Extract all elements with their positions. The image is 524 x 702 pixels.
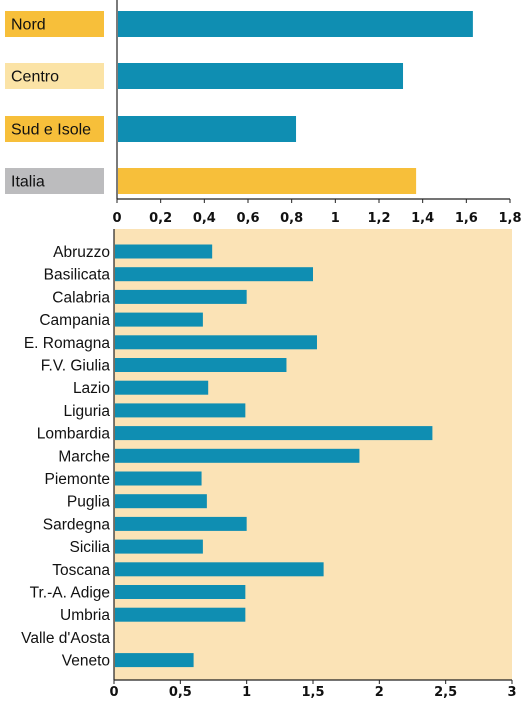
region-label: F.V. Giulia (41, 358, 111, 375)
x-tick-label: 2,5 (434, 685, 457, 700)
x-tick-label: 0,4 (193, 211, 216, 226)
region-label: Marche (58, 448, 110, 465)
bar (115, 426, 433, 441)
region-label: Lombardia (37, 426, 111, 443)
x-tick-label: 0 (112, 211, 121, 226)
region-label: Lazio (73, 380, 110, 397)
x-tick-label: 0,5 (169, 685, 192, 700)
region-label: Sicilia (70, 539, 111, 556)
bar (115, 380, 209, 395)
region-label: Tr.-A. Adige (30, 585, 110, 602)
x-tick-label: 1,5 (301, 685, 324, 700)
x-tick-label: 1,6 (455, 211, 478, 226)
region-label: Piemonte (45, 471, 110, 488)
x-tick-label: 1,4 (411, 211, 434, 226)
x-tick-label: 3 (507, 685, 516, 700)
x-tick-label: 0,2 (149, 211, 172, 226)
region-label: Campania (39, 312, 110, 329)
bar (115, 585, 246, 599)
region-label: Veneto (62, 653, 110, 670)
x-tick-label: 2 (375, 685, 384, 700)
area-label-box (5, 11, 104, 37)
bar (115, 539, 203, 554)
bar (115, 358, 287, 372)
bar (115, 335, 317, 350)
bar (115, 562, 324, 577)
macro-area-chart: Nord Centro Sud e Isole Italia 0 0,2 0,4 0,6 0,8… (5, 0, 522, 226)
area-label-box (5, 116, 104, 142)
bar (118, 11, 473, 37)
region-label: Valle d'Aosta (21, 630, 110, 647)
bar (115, 244, 213, 259)
region-label: Toscana (52, 562, 110, 579)
area-label-box (5, 63, 104, 89)
area-label: Centro (11, 69, 59, 86)
x-tick-label: 1 (331, 211, 340, 226)
bar (115, 312, 203, 327)
bar (118, 63, 404, 89)
region-label: Calabria (52, 289, 110, 306)
bar (115, 471, 202, 486)
x-tick-label: 0 (109, 685, 118, 700)
bar (115, 653, 194, 668)
area-label: Sud e Isole (11, 122, 91, 139)
bar (118, 116, 297, 142)
bar (115, 403, 246, 418)
area-label: Italia (11, 174, 45, 191)
bar (118, 168, 417, 194)
bar (115, 267, 313, 282)
region-label: Umbria (60, 607, 110, 624)
bar (115, 494, 207, 509)
region-chart: Abruzzo Basilicata Calabria Campania E. Roma… (21, 229, 517, 700)
bar (115, 448, 360, 463)
region-label: Sardegna (43, 516, 111, 533)
x-tick-label: 0,6 (236, 211, 259, 226)
x-tick-label: 0,8 (280, 211, 303, 226)
bar (115, 289, 247, 304)
region-label: Liguria (63, 403, 110, 420)
x-tick-label: 1 (242, 685, 251, 700)
bar (115, 516, 247, 531)
region-label: Puglia (67, 494, 110, 511)
region-label: E. Romagna (24, 335, 111, 352)
area-label: Nord (11, 17, 46, 34)
region-label: Basilicata (44, 267, 111, 284)
region-label: Abruzzo (53, 244, 110, 261)
bar (115, 607, 246, 622)
x-tick-label: 1,8 (498, 211, 521, 226)
x-tick-label: 1,2 (367, 211, 390, 226)
area-label-box (5, 168, 104, 194)
